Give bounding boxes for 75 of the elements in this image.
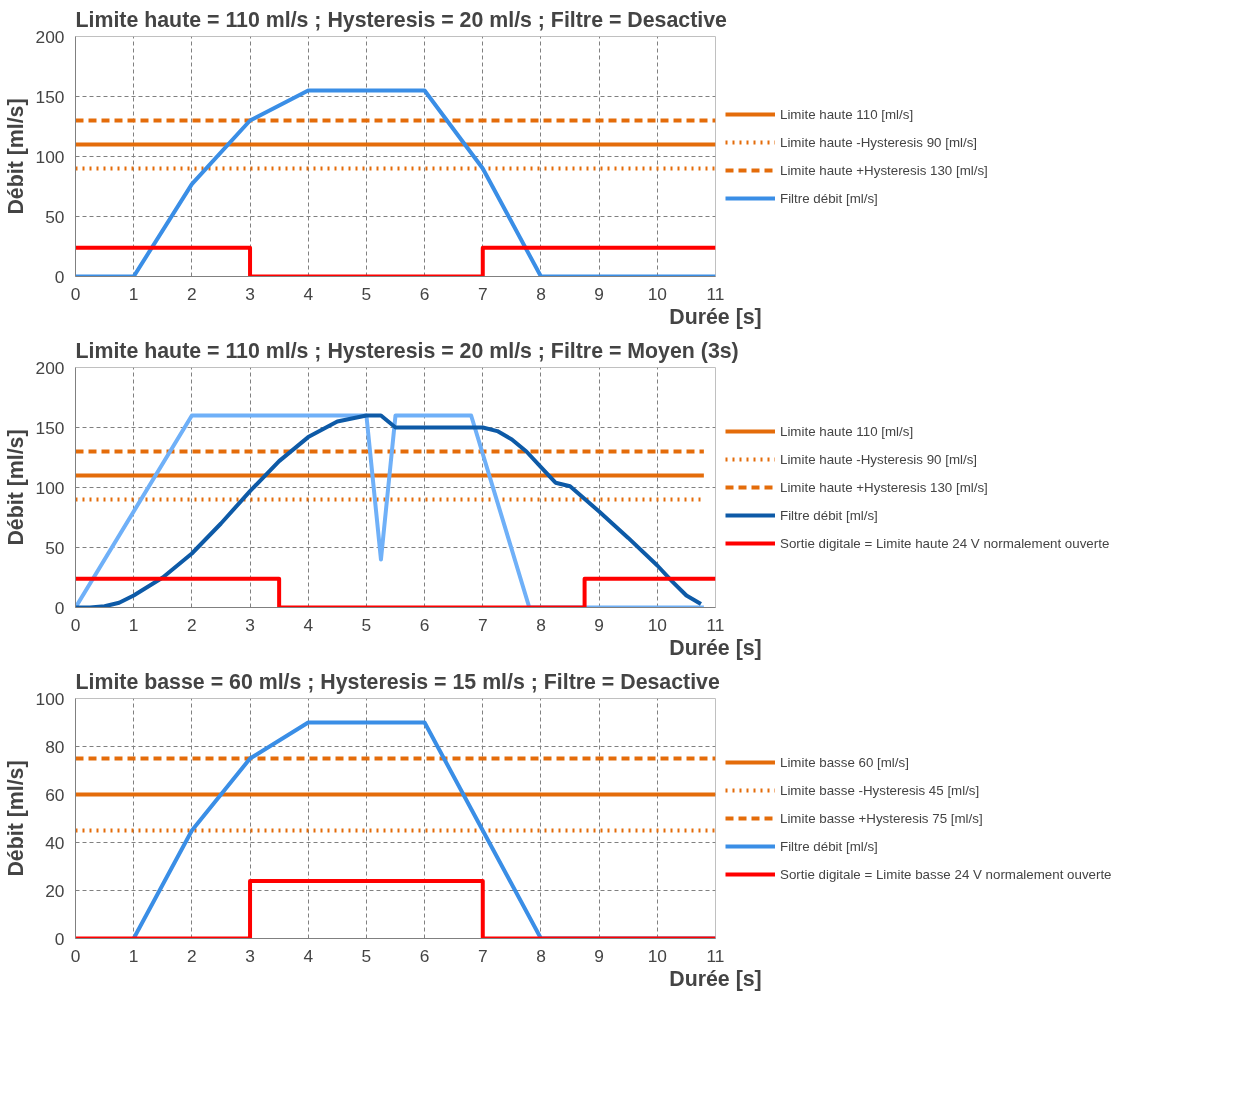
x-tick-label: 1 <box>128 614 139 635</box>
x-tick-label: 6 <box>419 614 430 635</box>
x-tick-label: 8 <box>536 283 546 304</box>
x-tick-label: 11 <box>706 945 725 966</box>
x-tick-label: 0 <box>70 283 81 304</box>
legend-label: Limite haute +Hysteresis 130 [ml/s] <box>780 479 988 495</box>
legend-label: Limite haute -Hysteresis 90 [ml/s] <box>780 451 978 467</box>
x-tick-label: 1 <box>128 945 139 966</box>
x-tick-label: 4 <box>303 283 314 304</box>
legend-label: Limite haute 110 [ml/s] <box>780 106 914 122</box>
x-tick-label: 10 <box>647 614 667 635</box>
y-tick-label: 150 <box>35 417 65 438</box>
x-tick-label: 8 <box>536 945 546 966</box>
x-tick-label: 2 <box>187 945 197 966</box>
y-tick-label: 100 <box>35 688 65 709</box>
y-tick-label: 100 <box>35 146 65 167</box>
y-tick-label: 50 <box>45 206 65 227</box>
y-tick-label: 200 <box>35 26 65 47</box>
legend-label: Filtre débit [ml/s] <box>780 507 878 523</box>
x-tick-label: 5 <box>361 614 372 635</box>
x-tick-label: 0 <box>70 614 81 635</box>
x-tick-label: 3 <box>245 283 255 304</box>
x-tick-label: 9 <box>594 945 604 966</box>
x-tick-label: 10 <box>647 283 667 304</box>
y-tick-label: 60 <box>45 784 65 805</box>
legend-label: Limite basse 60 [ml/s] <box>780 754 909 770</box>
x-tick-label: 9 <box>594 614 604 635</box>
y-tick-label: 100 <box>35 477 65 498</box>
x-tick-label: 0 <box>70 945 81 966</box>
x-tick-label: 4 <box>303 945 314 966</box>
legend-label: Limite basse -Hysteresis 45 [ml/s] <box>780 782 980 798</box>
y-tick-label: 0 <box>54 266 65 287</box>
x-tick-label: 3 <box>245 945 255 966</box>
x-axis-title: Durée [s] <box>669 635 762 660</box>
legend-label: Sortie digitale = Limite basse 24 V normalement ouverte <box>780 866 1112 882</box>
x-tick-label: 5 <box>361 283 372 304</box>
y-axis-title: Débit [ml/s] <box>3 760 28 877</box>
x-axis-title: Durée [s] <box>669 966 762 991</box>
x-tick-label: 11 <box>706 614 725 635</box>
y-tick-label: 80 <box>45 736 65 757</box>
x-tick-label: 7 <box>477 283 488 304</box>
y-tick-label: 50 <box>45 537 65 558</box>
legend-label: Sortie digitale = Limite haute 24 V normalement ouverte <box>780 535 1110 551</box>
legend-label: Filtre débit [ml/s] <box>780 838 878 854</box>
x-tick-label: 2 <box>187 283 197 304</box>
legend-label: Limite haute 110 [ml/s] <box>780 423 914 439</box>
x-axis-title: Durée [s] <box>669 304 762 329</box>
chart-title: Limite haute = 110 ml/s ; Hysteresis = 20 ml/s ; Filtre = Desactive <box>75 7 728 32</box>
x-tick-label: 7 <box>477 614 488 635</box>
y-axis-title: Débit [ml/s] <box>3 429 28 546</box>
x-tick-label: 1 <box>128 283 139 304</box>
legend-label: Limite basse +Hysteresis 75 [ml/s] <box>780 810 983 826</box>
x-tick-label: 4 <box>303 614 314 635</box>
y-tick-label: 40 <box>45 832 65 853</box>
x-tick-label: 2 <box>187 614 197 635</box>
x-tick-label: 6 <box>419 283 430 304</box>
y-axis-title: Débit [ml/s] <box>3 98 28 215</box>
chart-title: Limite basse = 60 ml/s ; Hysteresis = 15 ml/s ; Filtre = Desactive <box>75 669 720 694</box>
legend-label: Limite haute -Hysteresis 90 [ml/s] <box>780 134 978 150</box>
x-tick-label: 3 <box>245 614 255 635</box>
x-tick-label: 5 <box>361 945 372 966</box>
x-tick-label: 11 <box>706 283 725 304</box>
y-tick-label: 200 <box>35 357 65 378</box>
y-tick-label: 0 <box>54 597 65 618</box>
y-tick-label: 20 <box>45 880 65 901</box>
legend-label: Filtre débit [ml/s] <box>780 190 878 206</box>
x-tick-label: 8 <box>536 614 546 635</box>
y-tick-label: 150 <box>35 86 65 107</box>
legend-label: Limite haute +Hysteresis 130 [ml/s] <box>780 162 988 178</box>
x-tick-label: 7 <box>477 945 488 966</box>
y-tick-label: 0 <box>54 928 65 949</box>
x-tick-label: 9 <box>594 283 604 304</box>
x-tick-label: 10 <box>647 945 667 966</box>
x-tick-label: 6 <box>419 945 430 966</box>
chart-title: Limite haute = 110 ml/s ; Hysteresis = 20 ml/s ; Filtre = Moyen (3s) <box>75 338 739 363</box>
